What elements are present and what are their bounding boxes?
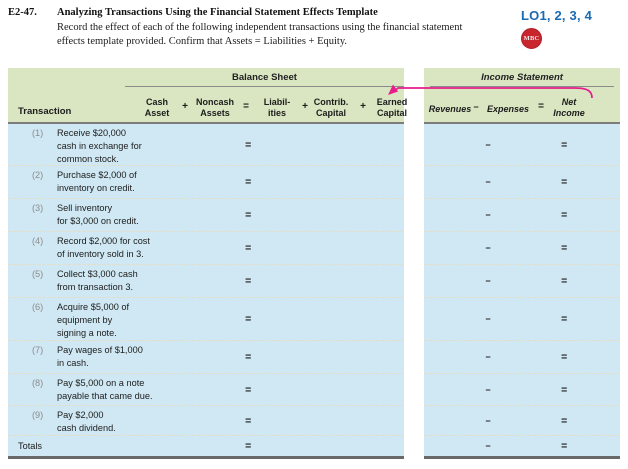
equals-sign: = bbox=[561, 138, 567, 151]
minus-sign: − bbox=[485, 139, 491, 150]
transaction-description: Record $2,000 for cost of inventory sold… bbox=[57, 236, 150, 259]
exercise-number: E2-47. bbox=[8, 7, 37, 18]
plus-sign: + bbox=[302, 101, 308, 112]
effects-template-table: Balance Sheet Transaction Cash Asset + N… bbox=[8, 68, 620, 459]
minus-sign: − bbox=[485, 210, 491, 220]
plus-sign: + bbox=[360, 101, 366, 112]
table-row: (4) Record $2,000 for cost of inventory … bbox=[8, 232, 620, 265]
row-number: (6) bbox=[32, 302, 44, 312]
totals-row: Totals = − = bbox=[8, 436, 620, 459]
column-header-revenues: Revenues bbox=[428, 103, 472, 114]
row-number: (8) bbox=[32, 378, 44, 388]
table-header-row: Balance Sheet Transaction Cash Asset + N… bbox=[8, 68, 620, 124]
transaction-description: Collect $3,000 cash from transaction 3. bbox=[57, 269, 138, 292]
minus-sign: − bbox=[485, 276, 491, 286]
row-number: (2) bbox=[32, 170, 44, 180]
equals-sign: = bbox=[245, 414, 251, 427]
income-statement-title: Income Statement bbox=[430, 72, 614, 87]
totals-label: Totals bbox=[18, 441, 42, 451]
instructions-line-1: Record the effect of each of the followi… bbox=[57, 22, 463, 33]
equals-sign: = bbox=[245, 351, 251, 363]
minus-sign: − bbox=[485, 177, 491, 187]
balance-sheet-title: Balance Sheet bbox=[125, 72, 404, 87]
minus-sign: − bbox=[485, 441, 491, 451]
equals-sign: = bbox=[561, 313, 567, 325]
table-row: (2) Purchase $2,000 of inventory on cred… bbox=[8, 166, 620, 199]
learning-objectives-label: LO1, 2, 3, 4 bbox=[521, 8, 593, 23]
column-header-contrib-capital: Contrib. Capital bbox=[313, 97, 349, 118]
table-row: (9) Pay $2,000 cash dividend. = − = bbox=[8, 406, 620, 436]
table-row: (1) Receive $20,000 cash in exchange for… bbox=[8, 124, 620, 166]
equals-sign: = bbox=[561, 176, 567, 188]
row-number: (7) bbox=[32, 345, 44, 355]
row-number: (4) bbox=[32, 236, 44, 246]
minus-sign: − bbox=[485, 384, 491, 395]
equals-sign: = bbox=[561, 351, 567, 363]
column-header-noncash-assets: Noncash Assets bbox=[195, 97, 235, 118]
equals-sign: = bbox=[561, 275, 567, 287]
transaction-column-header: Transaction bbox=[18, 106, 72, 117]
equals-sign: = bbox=[245, 383, 251, 396]
balance-sheet-header: Balance Sheet Transaction Cash Asset + N… bbox=[8, 68, 407, 124]
table-row: (7) Pay wages of $1,000 in cash. = − = bbox=[8, 341, 620, 374]
row-number: (9) bbox=[32, 410, 44, 420]
row-number: (3) bbox=[32, 203, 44, 213]
instructions-line-2: effects template provided. Confirm that … bbox=[57, 35, 348, 47]
table-row: (3) Sell inventory for $3,000 on credit.… bbox=[8, 199, 620, 232]
equals-sign: = bbox=[245, 138, 251, 151]
column-header-earned-capital: Earned Capital bbox=[376, 97, 408, 118]
equals-sign: = bbox=[561, 209, 567, 221]
table-row: (8) Pay $5,000 on a note payable that ca… bbox=[8, 374, 620, 406]
income-statement-header: Income Statement Revenues − Expenses = N… bbox=[424, 68, 620, 124]
equals-sign: = bbox=[561, 414, 567, 427]
equals-sign: = bbox=[538, 101, 544, 112]
minus-sign: − bbox=[485, 415, 491, 426]
equals-sign: = bbox=[243, 101, 249, 112]
transaction-description: Purchase $2,000 of inventory on credit. bbox=[57, 170, 137, 193]
minus-sign: − bbox=[473, 102, 479, 112]
column-header-cash-asset: Cash Asset bbox=[144, 97, 170, 118]
minus-sign: − bbox=[485, 352, 491, 362]
column-header-expenses: Expenses bbox=[486, 103, 530, 114]
mbc-badge-label: MBC bbox=[523, 35, 540, 42]
problem-title: Analyzing Transactions Using the Financi… bbox=[57, 7, 378, 18]
transaction-description: Sell inventory for $3,000 on credit. bbox=[57, 203, 139, 226]
equals-sign: = bbox=[245, 209, 251, 221]
equals-sign: = bbox=[245, 313, 251, 325]
equals-sign: = bbox=[561, 440, 567, 452]
transaction-description: Acquire $5,000 of equipment by signing a… bbox=[57, 302, 130, 338]
row-number: (1) bbox=[32, 128, 44, 138]
transaction-description: Pay $2,000 cash dividend. bbox=[57, 410, 116, 433]
plus-sign: + bbox=[182, 101, 188, 112]
table-row: (5) Collect $3,000 cash from transaction… bbox=[8, 265, 620, 298]
minus-sign: − bbox=[485, 243, 491, 253]
mbc-badge-icon: MBC bbox=[521, 28, 542, 49]
equals-sign: = bbox=[561, 383, 567, 396]
minus-sign: − bbox=[485, 314, 491, 324]
row-number: (5) bbox=[32, 269, 44, 279]
equals-sign: = bbox=[245, 176, 251, 188]
column-header-net-income: Net Income bbox=[553, 97, 585, 118]
transaction-description: Receive $20,000 cash in exchange for com… bbox=[57, 128, 142, 164]
equals-sign: = bbox=[245, 242, 251, 254]
transaction-description: Pay wages of $1,000 in cash. bbox=[57, 345, 143, 368]
problem-instructions: Record the effect of each of the followi… bbox=[57, 21, 462, 48]
equals-sign: = bbox=[561, 242, 567, 254]
table-row: (6) Acquire $5,000 of equipment by signi… bbox=[8, 298, 620, 341]
column-header-liabilities: Liabil- ities bbox=[263, 97, 291, 118]
transaction-description: Pay $5,000 on a note payable that came d… bbox=[57, 378, 153, 401]
equals-sign: = bbox=[245, 440, 251, 452]
equals-sign: = bbox=[245, 275, 251, 287]
